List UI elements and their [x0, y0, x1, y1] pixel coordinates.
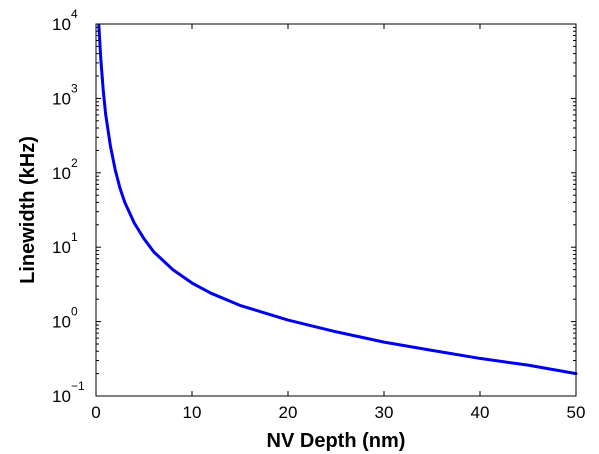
x-tick-label: 50 [567, 403, 586, 422]
y-axis-title: Linewidth (kHz) [17, 136, 39, 284]
y-tick-exponent: 4 [71, 7, 78, 21]
x-tick-label: 20 [279, 403, 298, 422]
plot-background [96, 24, 576, 396]
series-line-0 [97, 24, 578, 376]
y-tick-exponent: 2 [71, 156, 78, 170]
y-tick-label: 10 [52, 15, 71, 34]
x-axis-title: NV Depth (nm) [267, 430, 406, 452]
y-tick-label: 10 [52, 164, 71, 183]
y-tick-exponent: −1 [71, 379, 85, 393]
x-tick-label: 40 [471, 403, 490, 422]
y-tick-label: 10 [52, 238, 71, 257]
y-tick-label: 10 [52, 387, 71, 406]
x-tick-label: 10 [183, 403, 202, 422]
x-tick-label: 0 [91, 403, 100, 422]
series-layer [97, 24, 578, 376]
y-tick-exponent: 1 [71, 230, 78, 244]
x-tick-label: 30 [375, 403, 394, 422]
y-tick-label: 10 [52, 313, 71, 332]
plot-frame [95, 23, 577, 397]
y-tick-exponent: 0 [71, 305, 78, 319]
y-tick-exponent: 3 [71, 81, 78, 95]
y-tick-label: 10 [52, 89, 71, 108]
